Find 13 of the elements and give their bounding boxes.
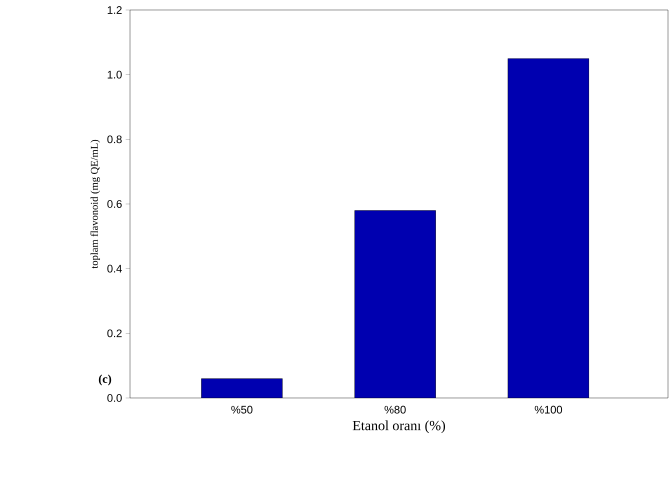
y-tick-label: 0.0 xyxy=(107,394,122,402)
x-tick-label: %50 xyxy=(231,406,252,414)
y-tick-label: 0.4 xyxy=(107,264,122,273)
y-tick-label: 1.0 xyxy=(108,70,122,79)
y-axis-title: toplam flavonoid (mg QE/mL) xyxy=(90,140,100,268)
y-tick-label: 1.2 xyxy=(108,6,122,14)
y-tick-label: 0.2 xyxy=(107,329,122,338)
x-tick-label: %80 xyxy=(384,406,406,414)
y-tick-label: 0.6 xyxy=(107,200,122,208)
x-axis-title: Etanol oranı (%) xyxy=(352,420,446,434)
y-tick-label: 0.8 xyxy=(107,135,122,144)
x-tick-label: %100 xyxy=(534,406,562,414)
text: (c) xyxy=(98,374,112,386)
